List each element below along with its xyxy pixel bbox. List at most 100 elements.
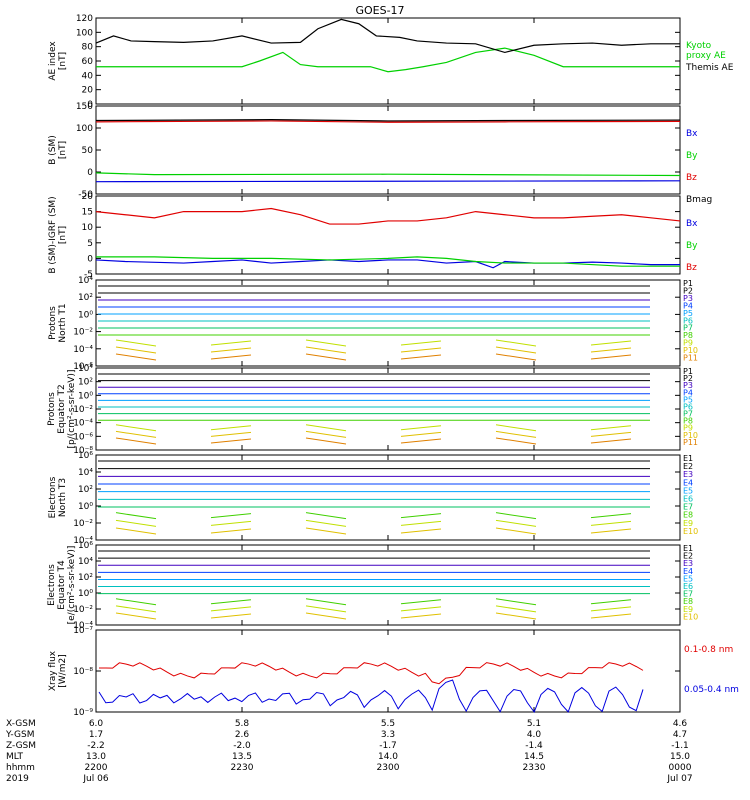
electrons-north-panel-label-5: E6 xyxy=(683,495,693,504)
protons-north-panel-label-9: P10 xyxy=(683,346,698,355)
ae-panel-ylabel: [nT] xyxy=(58,52,68,70)
bsm-igrf-panel-series-2 xyxy=(95,207,681,225)
electrons-north-panel-label-8: E9 xyxy=(683,519,693,528)
protons-equator-panel-label-2: P3 xyxy=(683,381,693,390)
protons-equator-panel-channel-9 xyxy=(115,430,157,438)
axis-cell: -2.0 xyxy=(233,741,251,751)
bsm-panel-ylabel: B (SM) xyxy=(48,135,58,165)
electrons-north-panel-ytick: 10⁴ xyxy=(78,468,93,478)
protons-north-panel-channel-10 xyxy=(115,353,157,361)
electrons-north-panel-channel-8 xyxy=(115,519,157,527)
axis-cell: 14.5 xyxy=(524,752,544,762)
electrons-north-panel-label-1: E2 xyxy=(683,462,693,471)
axis-row-label: Z-GSM xyxy=(6,741,36,751)
protons-north-panel-channel-9 xyxy=(590,347,632,353)
protons-north-panel-ylabel: North T1 xyxy=(58,303,68,342)
bsm-panel-series-1 xyxy=(95,172,681,177)
protons-equator-panel-channel-10 xyxy=(590,438,632,444)
protons-north-panel-channel-8 xyxy=(495,339,537,347)
ae-panel-legend-0: proxy AE xyxy=(686,51,726,61)
electrons-equator-panel-channel-8 xyxy=(305,605,347,613)
protons-north-panel-label-2: P3 xyxy=(683,294,693,303)
protons-north-panel-channel-10 xyxy=(305,353,347,361)
bsm-panel-ytick: 150 xyxy=(76,102,93,112)
electrons-equator-panel-ytick: 10⁶ xyxy=(78,541,93,551)
axis-row-label: X-GSM xyxy=(6,719,36,729)
electrons-equator-panel-channel-9 xyxy=(495,612,537,620)
protons-equator-panel-ylabel: Protons xyxy=(47,392,57,426)
axis-row-label: 2019 xyxy=(6,774,29,784)
xray-panel-ytick: 10⁻⁹ xyxy=(73,708,93,718)
axis-cell: 2.6 xyxy=(235,730,250,740)
bsm-igrf-panel-ytick: 15 xyxy=(82,208,93,218)
electrons-equator-panel-channel-8 xyxy=(210,606,252,612)
electrons-equator-panel-channel-9 xyxy=(210,613,252,619)
protons-north-panel-ytick: 10⁰ xyxy=(78,310,93,320)
bsm-igrf-panel-legend-0: Bx xyxy=(686,219,698,229)
protons-equator-panel-channel-10 xyxy=(210,438,252,444)
protons-north-panel-channel-10 xyxy=(400,354,442,360)
bsm-igrf-panel-series-1 xyxy=(96,256,680,267)
protons-equator-panel-ylabel: Equator T2 xyxy=(57,384,67,433)
electrons-equator-panel-frame xyxy=(95,544,681,626)
xray-panel-ylabel: Xray flux xyxy=(48,650,58,691)
bsm-igrf-panel-legend-1: By xyxy=(686,241,698,251)
protons-north-panel-label-1: P2 xyxy=(683,286,693,295)
electrons-equator-panel-channel-8 xyxy=(115,605,157,613)
protons-equator-panel-channel-10 xyxy=(305,437,347,445)
ae-panel-series-1 xyxy=(95,18,680,54)
electrons-north-panel-ytick: 10⁻⁴ xyxy=(73,536,93,546)
electrons-north-panel-channel-7 xyxy=(495,512,537,520)
axis-cell: -1.4 xyxy=(525,741,543,751)
protons-equator-panel-label-4: P5 xyxy=(683,395,693,404)
protons-north-panel-ytick: 10⁻² xyxy=(73,328,93,338)
protons-equator-panel-channel-8 xyxy=(305,424,347,432)
xray-panel-ytick: 10⁻⁸ xyxy=(73,667,93,677)
protons-equator-panel-channel-8 xyxy=(590,425,632,431)
protons-north-panel-channel-9 xyxy=(495,346,537,354)
protons-north-panel-ytick: 10⁴ xyxy=(78,276,93,286)
electrons-north-panel-label-9: E10 xyxy=(683,527,698,536)
electrons-north-panel-channel-8 xyxy=(210,520,252,526)
protons-equator-panel-label-8: P9 xyxy=(683,424,693,433)
bsm-igrf-panel-ytick: 5 xyxy=(87,239,93,249)
protons-equator-panel-channel-10 xyxy=(400,438,442,444)
axis-cell: 5.1 xyxy=(527,719,541,729)
electrons-north-panel-channel-7 xyxy=(115,512,157,520)
protons-equator-panel-channel-9 xyxy=(590,431,632,437)
protons-equator-panel-label-9: P10 xyxy=(683,431,698,440)
protons-north-panel-channel-9 xyxy=(305,346,347,354)
bsm-igrf-panel-ytick: 20 xyxy=(82,192,94,202)
axis-row-label: MLT xyxy=(6,752,24,762)
protons-equator-panel-channel-9 xyxy=(305,430,347,438)
axis-cell: 3.3 xyxy=(381,730,395,740)
protons-north-panel-channel-8 xyxy=(115,339,157,347)
bsm-igrf-panel-ylabel: [nT] xyxy=(58,226,68,244)
protons-north-panel-channel-10 xyxy=(210,354,252,360)
protons-equator-panel-ytick: 10⁻⁸ xyxy=(73,446,93,456)
electrons-north-panel-label-3: E4 xyxy=(683,478,693,487)
electrons-equator-panel-label-0: E1 xyxy=(683,544,693,553)
protons-equator-panel-label-6: P7 xyxy=(683,410,693,419)
protons-north-panel-ytick: 10⁻⁴ xyxy=(73,345,93,355)
electrons-equator-panel-channel-9 xyxy=(590,613,632,619)
plot-title: GOES-17 xyxy=(355,4,404,17)
axis-cell: 2300 xyxy=(377,763,400,773)
electrons-equator-panel-channel-7 xyxy=(495,598,537,606)
xray-long-series xyxy=(98,662,644,685)
electrons-equator-panel-ylabel: Equator T4 xyxy=(57,560,67,610)
protons-equator-panel-channel-8 xyxy=(400,425,442,431)
electrons-north-panel-ytick: 10⁶ xyxy=(78,451,93,461)
electrons-equator-panel-ytick: 10⁰ xyxy=(78,589,93,599)
electrons-north-panel-channel-7 xyxy=(590,513,632,519)
ae-panel-ytick: 60 xyxy=(82,57,94,67)
protons-equator-panel-ytick: 10² xyxy=(78,378,93,388)
ae-panel-ytick: 0 xyxy=(87,100,93,110)
protons-equator-panel-label-7: P8 xyxy=(683,417,693,426)
electrons-equator-panel-channel-7 xyxy=(590,599,632,605)
axis-cell: Jul 06 xyxy=(82,774,108,784)
ae-panel-legend-0: Kyoto xyxy=(686,41,712,51)
protons-north-panel-channel-8 xyxy=(210,340,252,346)
bsm-panel-series-2 xyxy=(95,120,681,123)
